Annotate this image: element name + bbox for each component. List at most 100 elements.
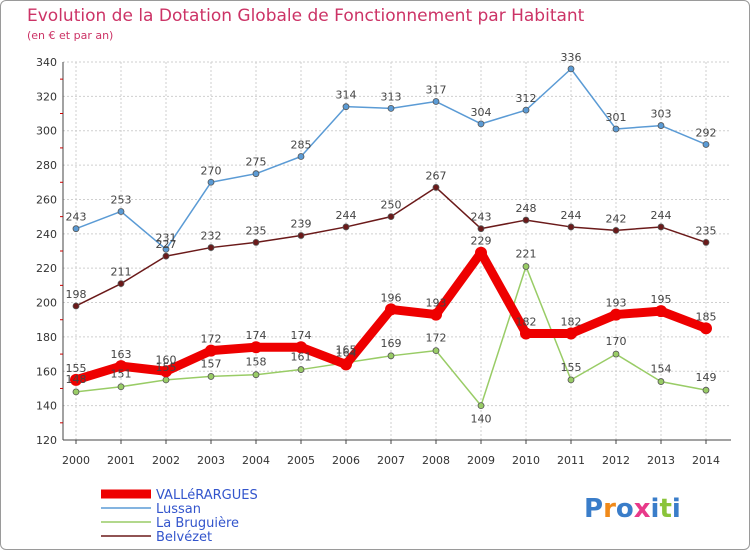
x-tick-label: 2000	[62, 454, 90, 467]
chart-subtitle: (en € et par an)	[27, 29, 113, 42]
data-label-lussan: 303	[651, 108, 672, 121]
data-point-belv-zet	[72, 302, 80, 310]
data-point-lussan	[117, 208, 125, 215]
data-point-vall-rargues	[655, 305, 667, 318]
data-point-la-brugui-re	[162, 376, 170, 384]
data-point-vall-rargues	[430, 308, 442, 321]
data-label-vall-rargues: 163	[111, 348, 132, 361]
data-point-vall-rargues	[250, 341, 262, 354]
proxiti-logo: Proxiti	[584, 494, 681, 524]
data-point-lussan	[297, 153, 305, 160]
y-tick-label: 140	[36, 400, 57, 413]
data-point-la-brugui-re	[522, 263, 530, 270]
y-tick-label: 340	[36, 56, 57, 69]
data-point-belv-zet	[567, 223, 575, 231]
y-tick-label: 260	[36, 193, 57, 206]
data-label-la-brugui-re: 148	[66, 373, 87, 386]
data-label-lussan: 304	[471, 106, 492, 119]
data-point-lussan	[477, 120, 485, 128]
y-tick-label: 240	[36, 228, 57, 241]
data-label-la-brugui-re: 221	[516, 247, 537, 260]
data-point-belv-zet	[162, 252, 170, 260]
data-point-vall-rargues	[385, 303, 397, 316]
data-point-belv-zet	[252, 239, 260, 246]
data-point-la-brugui-re	[567, 376, 575, 384]
data-label-belv-zet: 198	[66, 288, 87, 301]
data-label-belv-zet: 211	[111, 266, 132, 279]
data-point-vall-rargues	[475, 246, 487, 259]
x-tick-label: 2002	[152, 454, 180, 467]
data-label-belv-zet: 232	[201, 230, 222, 243]
data-label-lussan: 275	[246, 156, 267, 169]
data-label-la-brugui-re: 140	[471, 413, 492, 426]
data-point-lussan	[612, 125, 620, 133]
data-label-lussan: 270	[201, 164, 222, 177]
data-label-vall-rargues: 196	[381, 291, 402, 304]
logo-text: Proxiti	[584, 494, 681, 524]
data-point-la-brugui-re	[252, 371, 260, 379]
data-label-belv-zet: 243	[471, 211, 492, 224]
x-tick-label: 2007	[377, 454, 405, 467]
data-point-belv-zet	[207, 244, 215, 251]
data-point-belv-zet	[117, 280, 125, 288]
x-tick-label: 2006	[332, 454, 360, 467]
legend-label-belv-zet: Belvézet	[156, 530, 212, 545]
data-point-vall-rargues	[565, 327, 577, 340]
data-label-belv-zet: 227	[156, 238, 177, 251]
y-tick-label: 220	[36, 262, 57, 275]
data-point-la-brugui-re	[477, 402, 485, 410]
data-point-la-brugui-re	[702, 386, 710, 394]
data-label-belv-zet: 248	[516, 202, 537, 215]
x-tick-label: 2001	[107, 454, 135, 467]
data-label-lussan: 317	[426, 84, 447, 97]
data-point-lussan	[657, 122, 665, 129]
data-point-la-brugui-re	[612, 350, 620, 358]
data-label-la-brugui-re: 149	[696, 371, 717, 384]
data-point-la-brugui-re	[207, 373, 215, 380]
data-label-lussan: 301	[606, 111, 627, 124]
y-tick-label: 200	[36, 297, 57, 310]
data-point-vall-rargues	[700, 322, 712, 335]
data-label-belv-zet: 244	[561, 209, 582, 222]
data-point-belv-zet	[297, 232, 305, 239]
data-point-vall-rargues	[610, 308, 622, 321]
data-label-vall-rargues: 155	[66, 362, 87, 375]
data-label-belv-zet: 235	[696, 224, 717, 237]
data-label-lussan: 243	[66, 211, 87, 224]
data-point-la-brugui-re	[297, 366, 305, 373]
data-label-lussan: 312	[516, 92, 537, 105]
data-label-vall-rargues: 160	[156, 353, 177, 366]
data-point-la-brugui-re	[657, 378, 665, 385]
data-label-vall-rargues: 182	[561, 315, 582, 328]
data-point-belv-zet	[522, 216, 530, 224]
data-point-vall-rargues	[520, 327, 532, 340]
data-label-belv-zet: 267	[426, 169, 447, 182]
legend-label-vall-rargues: VALLéRARGUES	[156, 488, 258, 503]
label-layer: 243 253 231 270 275 285 314 313 317 304 312 336 301 3…	[66, 51, 717, 426]
data-point-vall-rargues	[70, 373, 82, 386]
x-tick-label: 2011	[557, 454, 585, 467]
data-label-lussan: 313	[381, 90, 402, 103]
data-point-vall-rargues	[160, 365, 172, 378]
legend-label-la-brugui-re: La Bruguière	[156, 516, 239, 531]
data-point-belv-zet	[387, 213, 395, 221]
x-tick-label: 2009	[467, 454, 495, 467]
data-point-lussan	[567, 65, 575, 73]
legend-label-lussan: Lussan	[156, 502, 201, 517]
data-label-belv-zet: 244	[651, 209, 672, 222]
data-label-vall-rargues: 193	[606, 297, 627, 310]
data-label-lussan: 292	[696, 126, 717, 139]
data-point-vall-rargues	[295, 341, 307, 354]
data-label-la-brugui-re: 161	[291, 351, 312, 364]
y-tick-label: 320	[36, 90, 57, 103]
data-point-vall-rargues	[340, 358, 352, 371]
x-tick-label: 2012	[602, 454, 630, 467]
data-point-belv-zet	[612, 226, 620, 234]
x-tick-label: 2005	[287, 454, 315, 467]
y-tick-label: 280	[36, 159, 57, 172]
data-label-belv-zet: 242	[606, 212, 627, 225]
data-label-la-brugui-re: 151	[111, 368, 132, 381]
y-tick-label: 160	[36, 365, 57, 378]
data-label-vall-rargues: 229	[471, 235, 492, 248]
y-tick-label: 180	[36, 331, 57, 344]
